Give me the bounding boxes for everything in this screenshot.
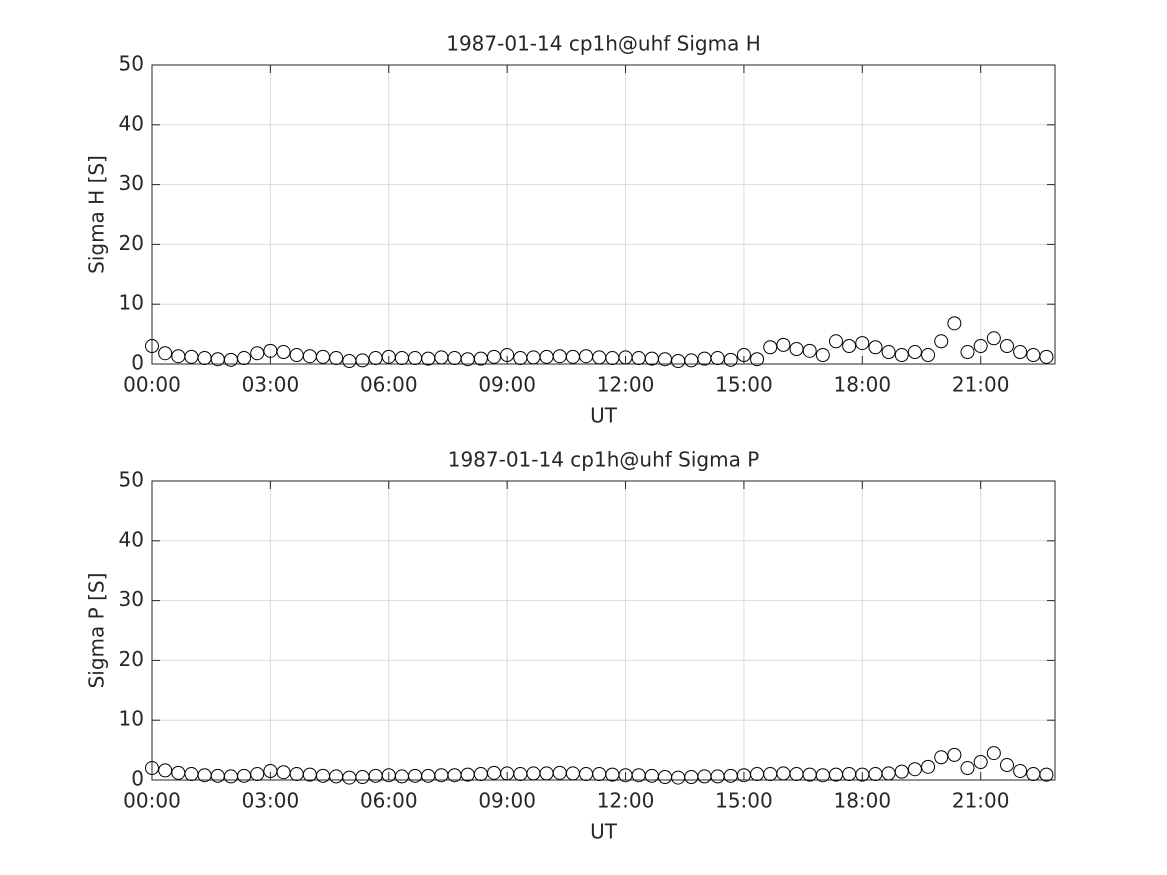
marker	[973, 339, 988, 354]
x-axis-label: UT	[590, 820, 618, 844]
y-tick-label: 0	[131, 767, 144, 791]
marker	[1013, 345, 1028, 360]
y-tick-label: 10	[119, 707, 144, 731]
y-axis-label: Sigma H [S]	[85, 155, 109, 274]
marker	[907, 762, 922, 777]
y-axis-label: Sigma P [S]	[85, 573, 109, 689]
marker	[145, 339, 159, 354]
x-tick-label: 15:00	[715, 373, 773, 397]
y-tick-label: 30	[119, 171, 144, 195]
x-tick-label: 03:00	[242, 789, 300, 813]
x-tick-label: 00:00	[123, 373, 181, 397]
x-tick-label: 09:00	[478, 789, 536, 813]
marker	[237, 351, 252, 366]
x-tick-label: 03:00	[242, 373, 300, 397]
marker	[763, 340, 778, 355]
marker	[855, 336, 870, 351]
marker	[776, 337, 791, 352]
marker	[1039, 349, 1054, 364]
marker	[500, 348, 515, 363]
chart-title: 1987-01-14 cp1h@uhf Sigma P	[448, 448, 760, 472]
marker	[250, 767, 265, 782]
marker	[1039, 767, 1054, 782]
chart-title: 1987-01-14 cp1h@uhf Sigma H	[446, 32, 761, 56]
marker	[921, 759, 936, 774]
y-tick-label: 50	[119, 468, 144, 492]
marker	[868, 340, 883, 355]
axes-box	[151, 480, 1056, 781]
marker	[960, 345, 975, 360]
x-tick-label: 09:00	[478, 373, 536, 397]
marker	[894, 764, 909, 779]
x-tick-label: 18:00	[833, 373, 891, 397]
y-tick-label: 40	[119, 527, 144, 551]
y-tick-label: 20	[119, 231, 144, 255]
marker	[723, 352, 738, 367]
marker	[145, 761, 159, 776]
x-tick-label: 06:00	[360, 789, 418, 813]
marker	[802, 343, 817, 358]
marker	[828, 334, 843, 349]
marker	[999, 758, 1014, 773]
marker	[986, 331, 1001, 346]
marker	[934, 750, 949, 765]
y-tick-label: 50	[119, 52, 144, 76]
x-tick-label: 12:00	[597, 373, 655, 397]
y-tick-label: 10	[119, 291, 144, 315]
x-tick-label: 12:00	[597, 789, 655, 813]
marker	[158, 763, 173, 778]
marker	[158, 346, 173, 361]
marker	[881, 345, 896, 360]
marker	[329, 351, 344, 366]
plot-area	[152, 481, 1055, 780]
marker	[934, 334, 949, 349]
marker	[907, 345, 922, 360]
marker	[894, 348, 909, 363]
x-tick-label: 00:00	[123, 789, 181, 813]
marker	[986, 746, 1001, 761]
marker	[815, 348, 830, 363]
marker	[973, 755, 988, 770]
marker	[750, 352, 765, 367]
marker	[1013, 764, 1028, 779]
marker	[842, 339, 857, 354]
marker	[960, 761, 975, 776]
marker	[947, 316, 962, 331]
y-tick-label: 30	[119, 587, 144, 611]
marker	[276, 345, 291, 360]
marker	[921, 348, 936, 363]
y-tick-label: 0	[131, 351, 144, 375]
marker	[947, 747, 962, 762]
y-tick-label: 40	[119, 111, 144, 135]
x-tick-label: 06:00	[360, 373, 418, 397]
marker	[999, 339, 1014, 354]
marker	[250, 346, 265, 361]
x-axis-label: UT	[590, 404, 618, 428]
x-tick-label: 21:00	[952, 373, 1010, 397]
x-tick-label: 18:00	[833, 789, 891, 813]
y-tick-label: 20	[119, 647, 144, 671]
x-tick-label: 15:00	[715, 789, 773, 813]
marker	[355, 353, 370, 368]
x-tick-label: 21:00	[952, 789, 1010, 813]
marker	[736, 348, 751, 363]
axes-box	[151, 64, 1056, 365]
plot-area	[152, 65, 1055, 364]
